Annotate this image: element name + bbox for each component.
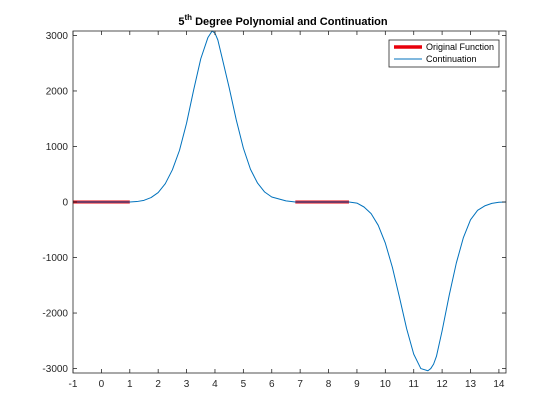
- chart-title-base: 5: [178, 16, 184, 28]
- x-tick-label: 9: [354, 379, 360, 390]
- x-tick-label: 0: [99, 379, 105, 390]
- x-tick-label: 1: [127, 379, 133, 390]
- legend-box: [388, 39, 500, 68]
- x-tick-label: 4: [212, 379, 218, 390]
- x-tick-label: 14: [493, 379, 505, 390]
- y-tick-label: 0: [62, 198, 68, 209]
- x-tick-label: 5: [241, 379, 247, 390]
- legend-label-original-function: Original Function: [426, 42, 494, 52]
- y-tick-label: -1000: [42, 253, 68, 264]
- y-tick-label: -3000: [42, 364, 68, 375]
- plot-area: [73, 31, 506, 373]
- y-tick-label: 1000: [46, 142, 69, 153]
- x-tick-label: 8: [326, 379, 332, 390]
- chart-title-sup: th: [184, 13, 192, 22]
- x-tick-label: 3: [184, 379, 190, 390]
- x-tick-label: -1: [69, 379, 78, 390]
- legend: Original Function Continuation: [388, 39, 500, 68]
- x-tick-label: 12: [437, 379, 449, 390]
- y-axis: -3000 -2000 -1000 0 1000 2000 3000: [42, 31, 506, 375]
- y-tick-label: -2000: [42, 309, 68, 320]
- x-tick-label: 6: [269, 379, 275, 390]
- chart-title-rest: Degree Polynomial and Continuation: [192, 16, 388, 28]
- x-tick-label: 2: [155, 379, 161, 390]
- y-tick-label: 2000: [46, 86, 69, 97]
- x-tick-label: 13: [465, 379, 477, 390]
- x-axis: -1 0 1 2 3 4 5 6 7 8 9 10 11 12 13 14: [69, 31, 505, 390]
- y-tick-label: 3000: [46, 31, 69, 42]
- chart-title: 5th Degree Polynomial and Continuation: [178, 13, 388, 28]
- x-tick-label: 7: [297, 379, 303, 390]
- plot-lines: [73, 30, 507, 372]
- series-continuation-line: [73, 30, 507, 372]
- x-tick-label: 10: [380, 379, 392, 390]
- x-tick-label: 11: [409, 379, 420, 390]
- legend-label-continuation: Continuation: [426, 54, 477, 64]
